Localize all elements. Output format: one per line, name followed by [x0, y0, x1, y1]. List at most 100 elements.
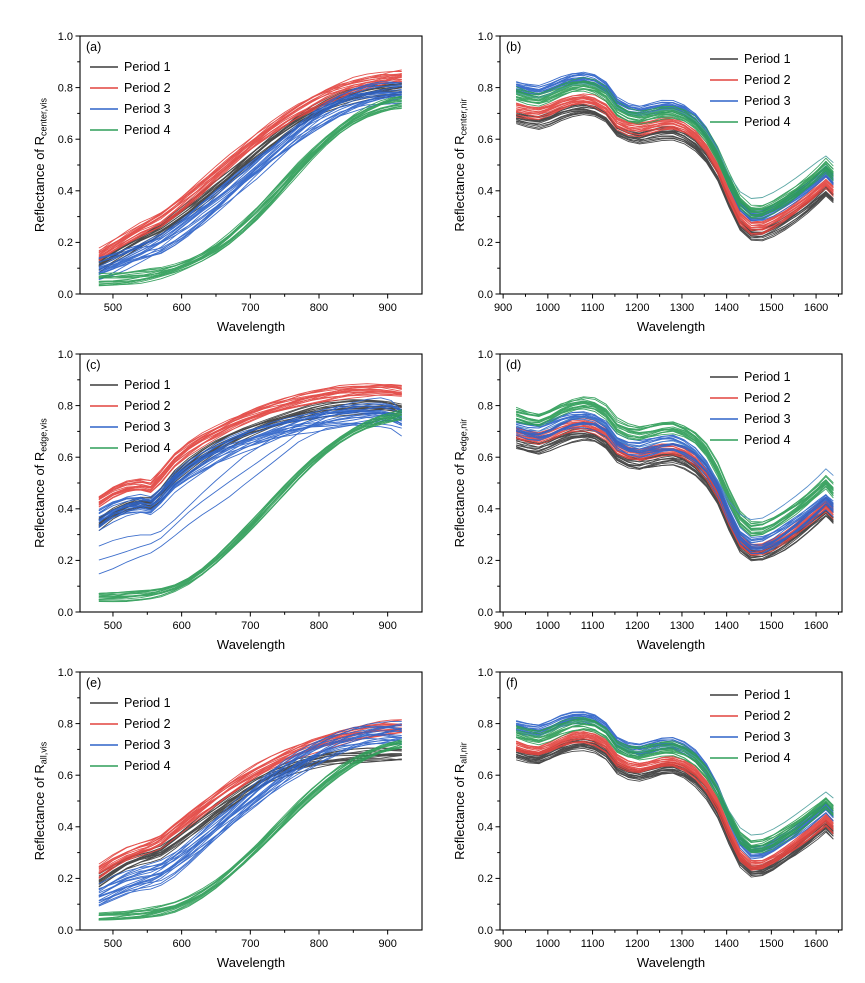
spectrum-line: [516, 736, 834, 863]
spectrum-line: [516, 85, 834, 211]
spectrum-line: [516, 110, 834, 236]
y-tick-label: 0.6: [478, 770, 493, 782]
y-axis-title: Reflectance of Rall,vis: [32, 741, 49, 860]
spectrum-line: [98, 410, 402, 520]
series-b-1: [516, 93, 834, 236]
x-tick-label: 500: [104, 938, 122, 950]
panel-e-svg: 500 600 700 800 900 0.0 0.2 0.4 0.6 0.8 1.0 Wavelen…: [32, 667, 423, 970]
spectrum-line: [98, 736, 402, 901]
panel-f-svg: 900 1000 1100 1200 1300 1400 1500 1600 0.0 0.2 0.4…: [452, 667, 843, 970]
spectrum-line: [516, 425, 834, 554]
x-tick-label: 700: [241, 302, 259, 314]
spectrum-line: [98, 102, 402, 281]
y-axis-title-sub: all,vis: [39, 741, 49, 764]
spectrum-line: [98, 726, 402, 890]
spectrum-line: [516, 87, 834, 213]
panel-letter: (e): [86, 676, 101, 690]
spectrum-line: [516, 434, 834, 554]
y-tick-label: 0.0: [478, 607, 493, 619]
spectrum-line: [98, 424, 402, 575]
spectrum-line: [98, 414, 402, 522]
spectrum-line: [516, 110, 834, 237]
x-tick-label: 600: [172, 938, 190, 950]
legend-label: Period 1: [124, 60, 171, 74]
x-tick-label: 900: [494, 938, 512, 950]
x-tick-label: 1000: [536, 302, 560, 314]
spectrum-line: [516, 720, 834, 836]
x-axis-title: Wavelength: [637, 637, 705, 652]
x-axis-title: Wavelength: [217, 955, 285, 970]
x-tick-label: 1200: [625, 938, 649, 950]
y-tick-label: 0.6: [478, 452, 493, 464]
spectrum-line: [98, 733, 402, 897]
spectrum-line: [516, 745, 834, 875]
x-tick-label: 900: [494, 302, 512, 314]
spectrum-line: [98, 412, 402, 531]
x-tick-label: 1100: [581, 938, 605, 950]
y-axis-title-main: Reflectance of R: [452, 135, 467, 231]
spectrum-line: [516, 743, 834, 871]
y-tick-label: 0.2: [58, 237, 73, 249]
y-tick-label: 0.8: [58, 718, 73, 730]
legend-label: Period 2: [744, 709, 791, 723]
x-tick-label: 900: [378, 938, 396, 950]
y-tick-label: 0.4: [478, 186, 493, 198]
spectrum-line: [98, 81, 402, 258]
spectrum-line: [98, 738, 402, 902]
spectrum-line: [98, 96, 402, 277]
spectrum-line: [98, 728, 402, 874]
panel-letter: (a): [86, 40, 101, 54]
spectrum-line: [98, 405, 402, 515]
spectrum-line: [98, 384, 402, 498]
x-tick-label: 500: [104, 620, 122, 632]
x-tick-label: 1500: [759, 620, 783, 632]
spectrum-line: [98, 402, 402, 510]
legend-label: Period 3: [124, 102, 171, 116]
spectrum-line: [516, 746, 834, 876]
legend-label: Period 3: [744, 730, 791, 744]
spectrum-line: [516, 407, 834, 531]
legend-label: Period 4: [124, 123, 171, 137]
legend-label: Period 3: [744, 94, 791, 108]
x-axis-title: Wavelength: [637, 955, 705, 970]
y-tick-label: 1.0: [58, 31, 73, 43]
x-axis-title: Wavelength: [217, 637, 285, 652]
spectrum-line: [98, 721, 402, 885]
y-tick-label: 0.2: [478, 873, 493, 885]
spectrum-line: [98, 737, 402, 904]
spectrum-line: [98, 94, 402, 271]
x-tick-label: 800: [310, 938, 328, 950]
series-c-2: [98, 402, 402, 531]
panel-a-svg: 500 600 700 800 900 0.0 0.2 0.4 0.6 0.8 1.0 Wavelen…: [32, 31, 423, 334]
y-axis-title: Reflectance of Rall,nir: [452, 742, 469, 860]
spectrum-line: [98, 386, 402, 500]
legend-label: Period 2: [124, 717, 171, 731]
y-tick-label: 0.6: [58, 770, 73, 782]
x-tick-label: 1100: [581, 620, 605, 632]
series-c-1: [98, 383, 402, 508]
y-tick-label: 0.2: [58, 555, 73, 567]
x-tick-label: 1300: [670, 620, 694, 632]
spectrum-line: [516, 413, 834, 540]
panel-b-svg: 900 1000 1100 1200 1300 1400 1500 1600 0.0 0.2 0.4…: [452, 31, 843, 334]
spectrum-line: [516, 415, 834, 548]
legend: Period 1 Period 2 Period 3 Period 4: [90, 696, 171, 773]
y-axis-title-main: Reflectance of R: [32, 136, 47, 232]
y-axis-title-main: Reflectance of R: [452, 451, 467, 547]
spectrum-line: [516, 85, 834, 212]
y-tick-label: 0.4: [58, 504, 73, 516]
legend-label: Period 4: [744, 115, 791, 129]
spectrum-line: [98, 409, 402, 594]
y-tick-label: 0.2: [58, 873, 73, 885]
x-tick-label: 1600: [804, 938, 828, 950]
spectrum-line: [516, 81, 834, 209]
axes-ticks: [495, 671, 839, 935]
spectrum-line: [516, 721, 834, 846]
spectrum-line: [516, 422, 834, 548]
spectrum-line: [516, 433, 834, 558]
y-axis-title-sub: center,vis: [39, 97, 49, 136]
spectrum-line: [516, 88, 834, 216]
spectrum-line: [516, 423, 834, 550]
legend: Period 1 Period 2 Period 3 Period 4: [710, 688, 791, 765]
